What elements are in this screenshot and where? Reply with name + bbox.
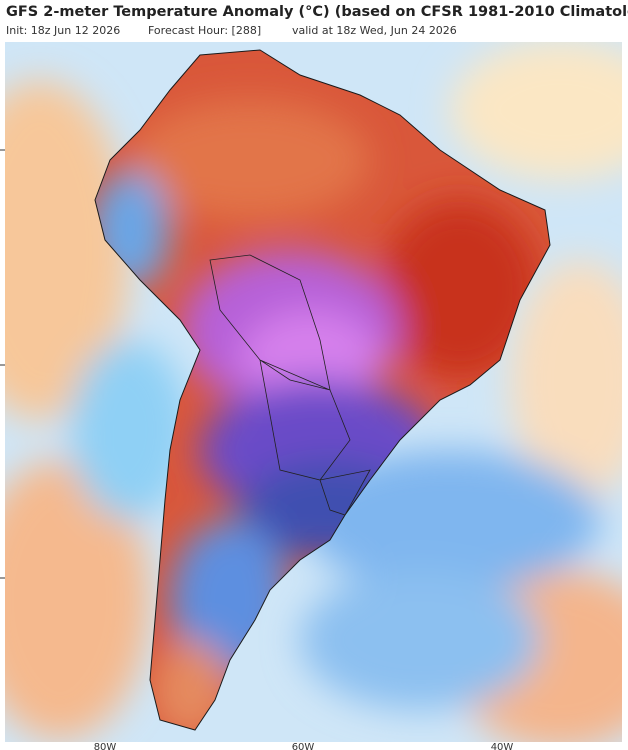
longitude-label: 60W bbox=[292, 742, 315, 750]
longitude-label: 40W bbox=[491, 742, 514, 750]
init-time: Init: 18z Jun 12 2026 bbox=[6, 24, 120, 37]
forecast-hour: Forecast Hour: [288] bbox=[148, 24, 261, 37]
left-ticks bbox=[0, 149, 5, 579]
longitude-label: 80W bbox=[94, 742, 117, 750]
title: GFS 2-meter Temperature Anomaly (°C) (ba… bbox=[6, 4, 628, 20]
map bbox=[5, 42, 622, 742]
valid-time: valid at 18z Wed, Jun 24 2026 bbox=[292, 24, 457, 37]
